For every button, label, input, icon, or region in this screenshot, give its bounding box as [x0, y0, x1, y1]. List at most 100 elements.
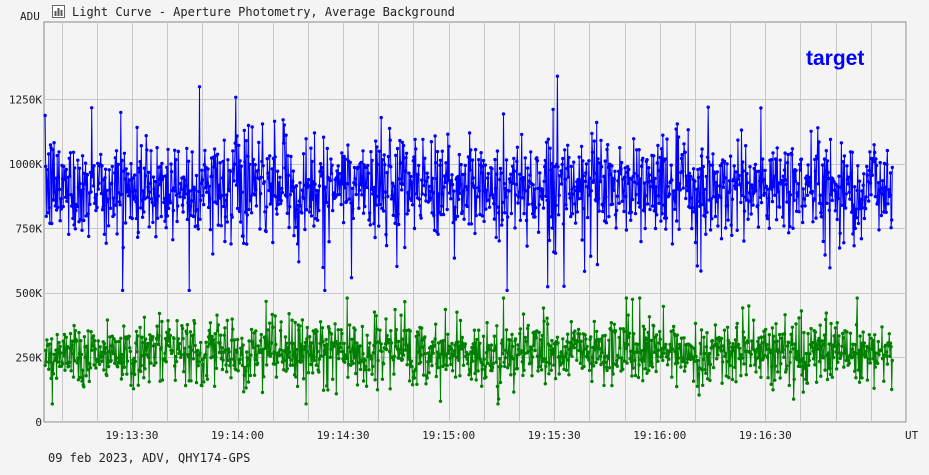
- data-point: [400, 188, 404, 192]
- data-point: [692, 346, 696, 351]
- data-point: [412, 155, 416, 159]
- data-point: [186, 201, 190, 205]
- data-point: [191, 214, 196, 219]
- data-point: [561, 222, 566, 226]
- data-point: [860, 206, 865, 210]
- data-point: [74, 208, 78, 213]
- data-point: [93, 201, 97, 205]
- data-point: [146, 170, 151, 175]
- data-point: [778, 376, 782, 380]
- data-point: [294, 184, 299, 188]
- data-point: [822, 175, 826, 179]
- data-point: [116, 162, 121, 167]
- data-point: [446, 132, 450, 136]
- data-point: [308, 344, 312, 349]
- data-point: [556, 341, 560, 345]
- data-point: [432, 213, 436, 218]
- data-point: [871, 159, 876, 164]
- data-point: [464, 184, 468, 189]
- data-point: [85, 368, 90, 372]
- data-point: [300, 318, 305, 322]
- data-point: [854, 323, 859, 327]
- data-point: [223, 239, 227, 244]
- data-point: [373, 378, 377, 382]
- data-point: [806, 331, 810, 336]
- data-point: [704, 232, 708, 236]
- data-point: [220, 367, 225, 372]
- data-point: [87, 379, 92, 384]
- data-point: [250, 125, 254, 129]
- data-point: [866, 357, 870, 361]
- data-point: [564, 203, 568, 207]
- data-point: [140, 215, 145, 219]
- data-point: [492, 334, 497, 338]
- data-point: [227, 350, 231, 354]
- data-point: [578, 332, 582, 336]
- data-point: [62, 177, 67, 182]
- data-point: [414, 192, 418, 196]
- data-point: [292, 341, 296, 346]
- data-point: [775, 339, 779, 343]
- data-point: [558, 174, 563, 178]
- data-point: [205, 181, 210, 185]
- data-point: [140, 335, 144, 339]
- data-point: [117, 339, 121, 344]
- data-point: [215, 152, 220, 156]
- data-point: [529, 150, 533, 154]
- data-point: [673, 199, 678, 204]
- data-point: [718, 346, 722, 350]
- data-point: [386, 194, 390, 199]
- data-point: [232, 162, 237, 166]
- data-point: [539, 368, 544, 372]
- data-point: [258, 227, 262, 231]
- data-point: [372, 310, 377, 314]
- data-point: [551, 347, 555, 351]
- data-point: [463, 344, 467, 349]
- data-point: [258, 191, 263, 196]
- data-point: [790, 342, 794, 347]
- data-point: [119, 336, 123, 340]
- data-point: [790, 153, 794, 157]
- data-point: [475, 337, 479, 342]
- data-point: [646, 330, 650, 335]
- data-point: [463, 342, 467, 346]
- data-point: [440, 341, 444, 345]
- data-point: [507, 189, 511, 193]
- data-point: [146, 185, 150, 189]
- data-point: [136, 235, 140, 239]
- data-point: [471, 176, 475, 180]
- data-point: [445, 363, 449, 368]
- data-point: [657, 201, 661, 205]
- data-point: [334, 339, 338, 344]
- data-point: [420, 178, 424, 182]
- data-point: [112, 337, 116, 341]
- data-point: [503, 211, 507, 215]
- data-point: [593, 171, 597, 175]
- data-point: [467, 368, 472, 372]
- data-point: [146, 355, 151, 360]
- data-point: [269, 341, 274, 345]
- data-point: [426, 351, 431, 355]
- data-point: [321, 340, 325, 344]
- data-point: [156, 342, 160, 347]
- data-point: [524, 189, 528, 193]
- data-point: [235, 134, 239, 138]
- data-point: [750, 183, 754, 187]
- data-point: [670, 178, 674, 182]
- data-point: [397, 222, 401, 227]
- data-point: [539, 194, 543, 199]
- data-point: [886, 341, 890, 345]
- data-point: [806, 163, 810, 167]
- data-point: [383, 163, 387, 167]
- data-point: [570, 343, 575, 347]
- data-point: [456, 340, 460, 344]
- data-point: [105, 188, 109, 193]
- data-point: [75, 361, 79, 365]
- data-point: [784, 178, 788, 182]
- data-point: [557, 372, 561, 376]
- data-point: [513, 193, 518, 197]
- data-point: [660, 354, 664, 359]
- data-point: [166, 147, 170, 152]
- data-point: [615, 358, 619, 363]
- data-point: [215, 201, 219, 206]
